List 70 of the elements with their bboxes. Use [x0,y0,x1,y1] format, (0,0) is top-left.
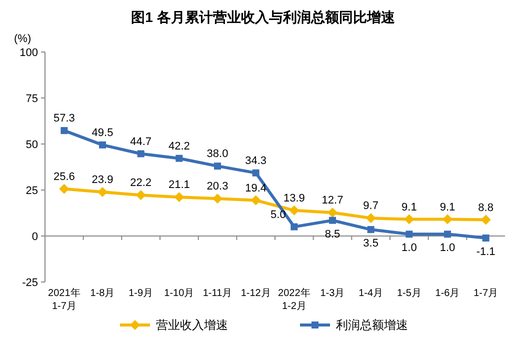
data-label: 3.5 [363,238,378,250]
x-tick-label: 1-3月 [320,288,345,299]
point [176,154,183,162]
x-tick-label: 1-6月 [435,288,460,299]
legend-label: 营业收入增速 [156,318,228,332]
point [98,187,108,198]
data-label: 49.5 [92,126,114,139]
data-label: 8.5 [324,228,340,240]
data-label: 42.2 [168,140,190,152]
point [289,205,300,216]
data-label: 9.1 [402,201,417,214]
data-label: 34.3 [245,154,267,167]
x-tick-label: 1-8月 [90,288,115,299]
point [252,169,260,176]
x-tick-label: 1-5月 [396,288,422,299]
point [480,214,491,225]
data-label: 13.9 [283,192,305,204]
data-label: 20.3 [206,180,228,193]
point [60,127,68,134]
data-label: 1.0 [440,242,456,254]
point [137,150,144,158]
point [328,208,338,218]
x-tick-label: 2022年 1-2月 [278,287,310,312]
chart-title: 图1 各月累计营业收入与利润总额同比增速 [131,9,396,25]
point [136,190,146,200]
data-label: 9.7 [363,200,378,212]
data-label: 23.9 [92,174,114,186]
data-label: 21.1 [168,179,190,192]
data-label: 57.3 [53,112,75,125]
point [366,213,376,224]
point [482,234,490,242]
x-tick-label: 1-10月 [164,288,194,299]
point [442,214,452,224]
point [214,162,221,170]
x-tick-label: 1-9月 [128,288,154,299]
y-tick-label: 75 [26,93,38,105]
data-label: 5.0 [270,208,286,221]
data-label: 8.8 [478,202,494,214]
data-label: 19.4 [245,182,267,194]
point [212,194,222,204]
data-label: 38.0 [206,148,228,160]
x-tick-label: 1-7月 [474,288,498,299]
y-tick-label: 25 [26,185,38,197]
point [406,230,413,238]
data-label: -1.1 [476,246,496,258]
data-label: 9.1 [440,201,456,214]
y-tick-label: -25 [22,277,38,289]
data-label: 25.6 [53,170,75,183]
point [404,214,414,224]
point [444,230,451,238]
x-tick-label: 1-4月 [358,288,384,299]
point [250,195,261,206]
data-label: 1.0 [402,242,417,254]
x-tick-label: 1-12月 [240,288,271,299]
data-label: 12.7 [322,194,344,207]
y-tick-label: 0 [32,231,38,243]
x-tick-label: 2021年 1-7月 [48,287,80,312]
data-label: 22.2 [130,177,152,190]
point [59,184,70,194]
y-tick-label: 50 [26,139,38,151]
data-label: 44.7 [130,136,152,148]
y-axis-title: (%) [14,33,32,45]
point [290,223,298,230]
point [99,141,106,148]
legend-label: 利润总额增速 [336,318,408,332]
point [174,192,184,202]
x-tick-label: 1-11月 [202,288,232,299]
y-tick-label: 100 [20,47,38,59]
point [367,226,374,234]
point [329,216,336,224]
